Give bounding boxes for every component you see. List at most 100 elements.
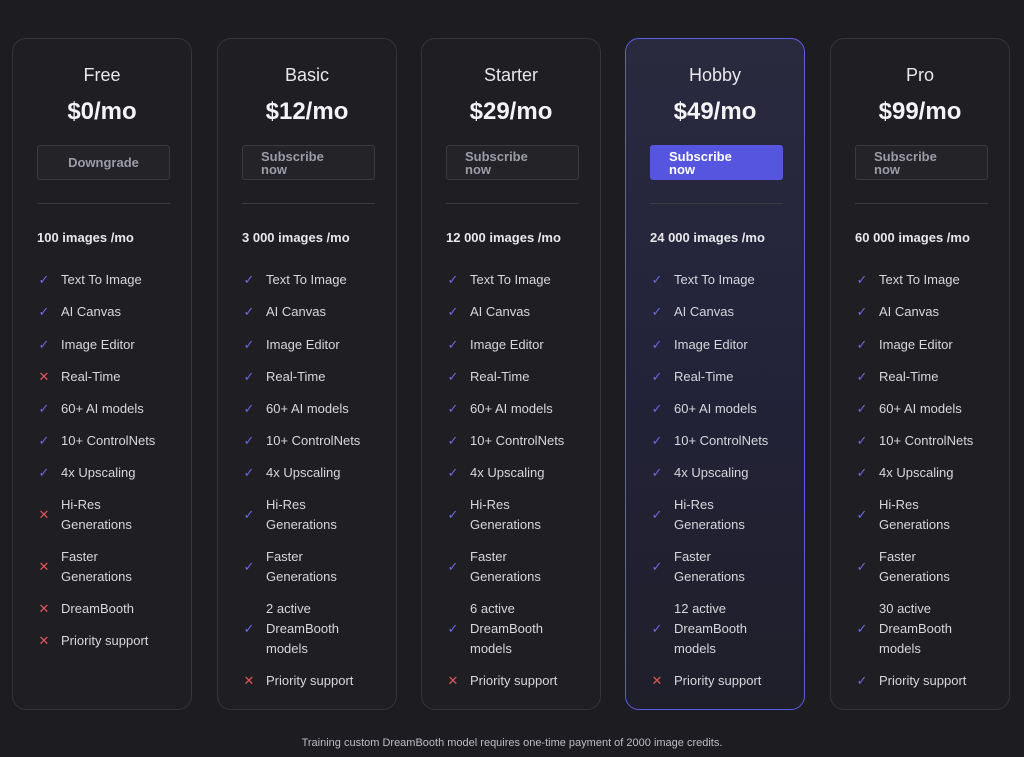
feature-label: Faster Generations bbox=[470, 549, 541, 584]
feature-label: Image Editor bbox=[879, 337, 953, 352]
check-icon: ✓ bbox=[447, 433, 459, 448]
feature-item: ✕ Priority support bbox=[37, 631, 187, 651]
plan-card-hobby: Hobby $49/mo Subscribe now 24 000 images /m… bbox=[625, 38, 805, 710]
feature-label: Image Editor bbox=[266, 337, 340, 352]
plan-credits: 12 000 images /mo bbox=[446, 230, 561, 245]
feature-label: Faster Generations bbox=[879, 549, 950, 584]
check-icon: ✓ bbox=[243, 272, 255, 287]
feature-label: Real-Time bbox=[470, 369, 530, 384]
check-icon: ✓ bbox=[447, 304, 459, 319]
feature-label: AI Canvas bbox=[674, 304, 734, 319]
check-icon: ✓ bbox=[243, 337, 255, 352]
cross-icon: ✕ bbox=[651, 673, 663, 688]
feature-label: Real-Time bbox=[879, 369, 939, 384]
feature-label: Image Editor bbox=[470, 337, 544, 352]
plan-price: $49/mo bbox=[673, 98, 757, 125]
check-icon: ✓ bbox=[447, 621, 459, 636]
check-icon: ✓ bbox=[38, 304, 50, 319]
subscribe-button[interactable]: Subscribe now bbox=[650, 145, 783, 180]
downgrade-button[interactable]: Downgrade bbox=[37, 145, 170, 180]
feature-item: ✕ Faster Generations bbox=[37, 547, 187, 587]
feature-item: ✓ 60+ AI models bbox=[446, 399, 596, 419]
divider bbox=[650, 203, 783, 204]
feature-label: Faster Generations bbox=[266, 549, 337, 584]
feature-label: 10+ ControlNets bbox=[470, 433, 565, 448]
feature-label: Text To Image bbox=[470, 272, 551, 287]
divider bbox=[37, 203, 170, 204]
check-icon: ✓ bbox=[651, 559, 663, 574]
check-icon: ✓ bbox=[243, 304, 255, 319]
feature-item: ✓ Text To Image bbox=[37, 270, 187, 290]
divider bbox=[242, 203, 375, 204]
plan-credits: 100 images /mo bbox=[37, 230, 134, 245]
subscribe-button[interactable]: Subscribe now bbox=[446, 145, 579, 180]
feature-item: ✓ Text To Image bbox=[650, 270, 800, 290]
feature-label: 10+ ControlNets bbox=[266, 433, 361, 448]
check-icon: ✓ bbox=[856, 272, 868, 287]
feature-label: AI Canvas bbox=[470, 304, 530, 319]
feature-label: Real-Time bbox=[266, 369, 326, 384]
feature-item: ✓ 4x Upscaling bbox=[855, 463, 1005, 483]
check-icon: ✓ bbox=[243, 507, 255, 522]
check-icon: ✓ bbox=[447, 507, 459, 522]
plan-price: $0/mo bbox=[67, 98, 137, 125]
feature-label: 10+ ControlNets bbox=[879, 433, 974, 448]
feature-item: ✓ 10+ ControlNets bbox=[446, 431, 596, 451]
cross-icon: ✕ bbox=[447, 673, 459, 688]
plan-price: $29/mo bbox=[469, 98, 553, 125]
subscribe-button[interactable]: Subscribe now bbox=[242, 145, 375, 180]
feature-label: 4x Upscaling bbox=[674, 465, 749, 480]
feature-item: ✓ Priority support bbox=[855, 671, 1005, 691]
feature-item: ✓ Image Editor bbox=[650, 335, 800, 355]
feature-label: 60+ AI models bbox=[61, 401, 144, 416]
cross-icon: ✕ bbox=[38, 369, 50, 384]
plan-card-starter: Starter $29/mo Subscribe now 12 000 images … bbox=[421, 38, 601, 710]
feature-label: Hi-Res Generations bbox=[879, 497, 950, 532]
feature-item: ✕ Priority support bbox=[242, 671, 392, 691]
feature-label: DreamBooth bbox=[61, 601, 134, 616]
check-icon: ✓ bbox=[651, 272, 663, 287]
feature-item: ✓ Real-Time bbox=[242, 367, 392, 387]
feature-item: ✓ Text To Image bbox=[855, 270, 1005, 290]
feature-label: AI Canvas bbox=[61, 304, 121, 319]
check-icon: ✓ bbox=[447, 369, 459, 384]
feature-label: Text To Image bbox=[674, 272, 755, 287]
check-icon: ✓ bbox=[651, 433, 663, 448]
feature-label: Text To Image bbox=[879, 272, 960, 287]
check-icon: ✓ bbox=[856, 673, 868, 688]
feature-label: Hi-Res Generations bbox=[61, 497, 132, 532]
cross-icon: ✕ bbox=[38, 633, 50, 648]
check-icon: ✓ bbox=[856, 369, 868, 384]
feature-item: ✕ Hi-Res Generations bbox=[37, 495, 187, 535]
divider bbox=[446, 203, 579, 204]
feature-item: ✓ 10+ ControlNets bbox=[855, 431, 1005, 451]
cross-icon: ✕ bbox=[38, 559, 50, 574]
check-icon: ✓ bbox=[243, 465, 255, 480]
check-icon: ✓ bbox=[856, 465, 868, 480]
feature-item: ✓ AI Canvas bbox=[242, 302, 392, 322]
cross-icon: ✕ bbox=[38, 601, 50, 616]
check-icon: ✓ bbox=[243, 401, 255, 416]
feature-item: ✓ 10+ ControlNets bbox=[242, 431, 392, 451]
plan-price: $12/mo bbox=[265, 98, 349, 125]
feature-label: 6 active DreamBooth models bbox=[470, 601, 543, 656]
feature-item: ✓ Real-Time bbox=[446, 367, 596, 387]
check-icon: ✓ bbox=[856, 559, 868, 574]
plan-card-pro: Pro $99/mo Subscribe now 60 000 images /mo ✓… bbox=[830, 38, 1010, 710]
check-icon: ✓ bbox=[651, 304, 663, 319]
feature-item: ✓ 10+ ControlNets bbox=[650, 431, 800, 451]
feature-item: ✓ Hi-Res Generations bbox=[855, 495, 1005, 535]
feature-label: Image Editor bbox=[61, 337, 135, 352]
plan-credits: 24 000 images /mo bbox=[650, 230, 765, 245]
feature-label: AI Canvas bbox=[266, 304, 326, 319]
feature-label: 60+ AI models bbox=[674, 401, 757, 416]
check-icon: ✓ bbox=[651, 507, 663, 522]
feature-label: Faster Generations bbox=[674, 549, 745, 584]
check-icon: ✓ bbox=[856, 304, 868, 319]
subscribe-button[interactable]: Subscribe now bbox=[855, 145, 988, 180]
feature-item: ✓ Text To Image bbox=[446, 270, 596, 290]
feature-item: ✓ Faster Generations bbox=[855, 547, 1005, 587]
feature-label: Text To Image bbox=[266, 272, 347, 287]
check-icon: ✓ bbox=[856, 337, 868, 352]
feature-item: ✓ Hi-Res Generations bbox=[446, 495, 596, 535]
